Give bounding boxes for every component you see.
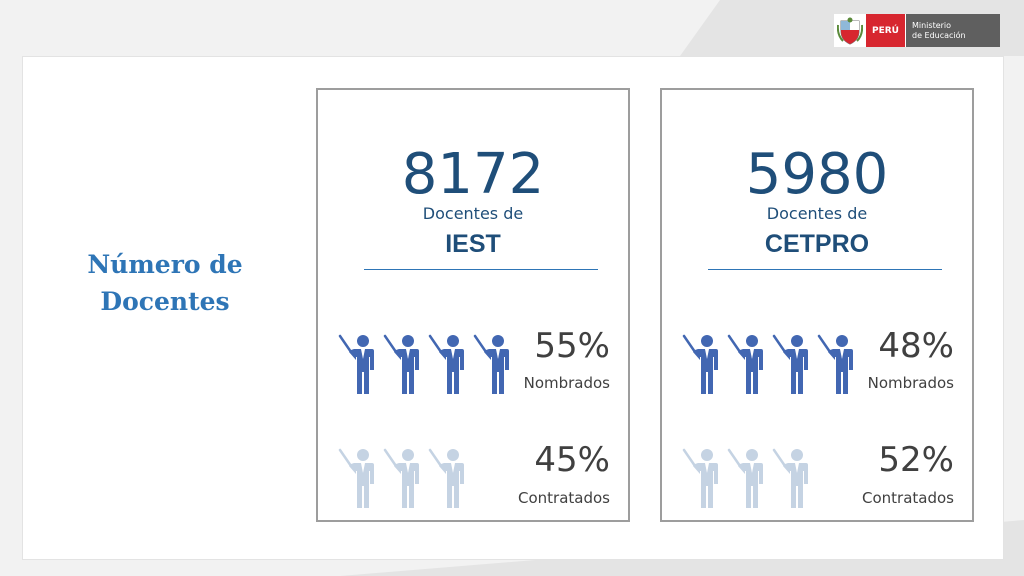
- card-divider: [708, 269, 942, 270]
- teacher-pointer-icon: [770, 332, 814, 396]
- teacher-pointer-icon: [680, 446, 724, 510]
- teacher-pointer-icon: [815, 332, 859, 396]
- contratados-icons: [336, 446, 470, 510]
- teacher-pointer-icon: [471, 332, 515, 396]
- logo-ministry-label: Ministerio de Educación: [904, 14, 1000, 47]
- nombrados-icons: [680, 332, 859, 396]
- teacher-pointer-icon: [770, 446, 814, 510]
- teacher-pointer-icon: [381, 446, 425, 510]
- page-title: Número de Docentes: [60, 246, 270, 320]
- card-iest: 8172 Docentes de IEST 55% Nombrados 45% …: [316, 88, 630, 522]
- contratados-icons: [680, 446, 814, 510]
- page-title-line1: Número de: [87, 250, 243, 279]
- card-subtitle: Docentes de: [766, 204, 868, 223]
- card-subtitle: Docentes de: [422, 204, 524, 223]
- coat-of-arms-icon: [834, 14, 866, 47]
- page-title-line2: Docentes: [100, 287, 230, 316]
- contratados-percent: 45%: [534, 440, 610, 480]
- nombrados-percent: 55%: [534, 326, 610, 366]
- institution-name: CETPRO: [764, 230, 870, 258]
- nombrados-icons: [336, 332, 515, 396]
- teacher-count: 5980: [745, 142, 889, 207]
- teacher-pointer-icon: [426, 332, 470, 396]
- card-divider: [364, 269, 598, 270]
- teacher-pointer-icon: [336, 332, 380, 396]
- teacher-pointer-icon: [725, 332, 769, 396]
- contratados-percent: 52%: [878, 440, 954, 480]
- contratados-label: Contratados: [518, 489, 610, 507]
- card-cetpro: 5980 Docentes de CETPRO 48% Nombrados 52…: [660, 88, 974, 522]
- institution-name: IEST: [445, 230, 501, 258]
- nombrados-label: Nombrados: [523, 374, 610, 392]
- nombrados-label: Nombrados: [867, 374, 954, 392]
- logo-ministry-line2: de Educación: [911, 30, 966, 40]
- teacher-pointer-icon: [680, 332, 724, 396]
- teacher-pointer-icon: [725, 446, 769, 510]
- teacher-count: 8172: [401, 142, 545, 207]
- logo-ministry-line1: Ministerio: [911, 20, 952, 30]
- ministry-logo: PERÚ Ministerio de Educación: [834, 14, 1000, 47]
- teacher-pointer-icon: [426, 446, 470, 510]
- contratados-label: Contratados: [862, 489, 954, 507]
- nombrados-percent: 48%: [878, 326, 954, 366]
- teacher-pointer-icon: [336, 446, 380, 510]
- teacher-pointer-icon: [381, 332, 425, 396]
- logo-country-label: PERÚ: [866, 14, 905, 47]
